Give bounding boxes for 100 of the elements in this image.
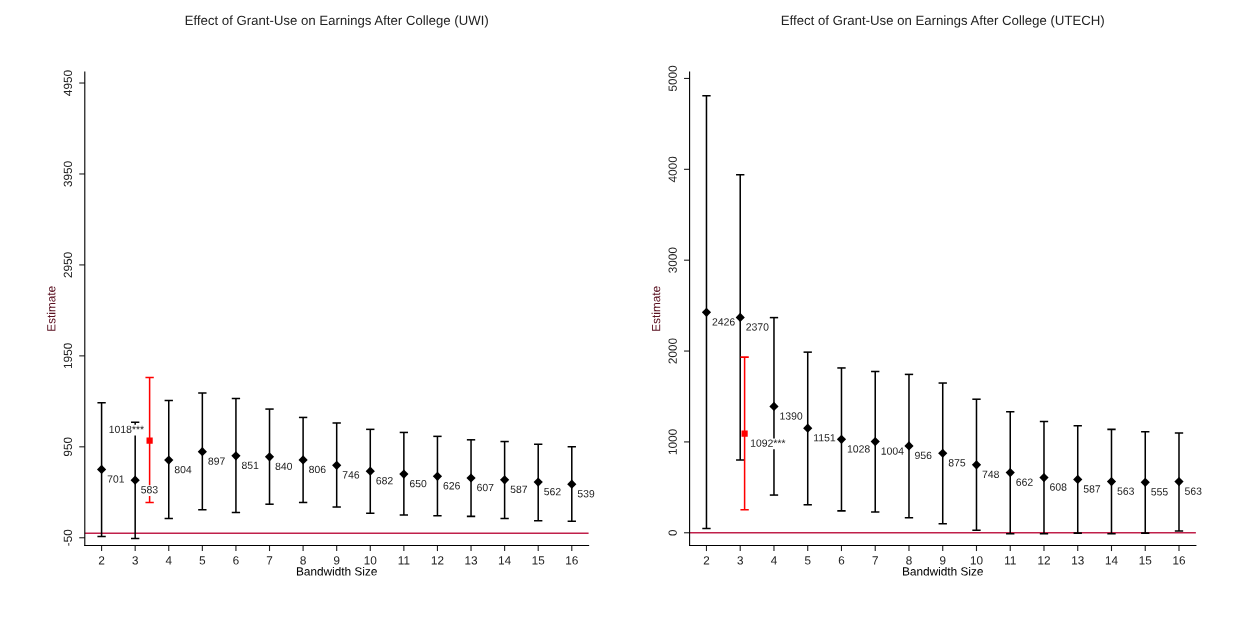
y-axis-title: Estimate [46, 286, 56, 331]
point [365, 466, 375, 476]
point [870, 436, 880, 447]
point [399, 469, 409, 479]
data-label: 746 [342, 471, 360, 479]
x-tick-label: 13 [1072, 556, 1084, 565]
point [1140, 477, 1150, 487]
point [146, 437, 153, 444]
point [298, 455, 308, 465]
point [231, 451, 241, 461]
y-tick-label: 1950 [63, 343, 73, 369]
x-tick-label: 15 [1139, 556, 1152, 565]
point [1174, 477, 1184, 487]
point [1073, 474, 1083, 485]
data-label: 840 [275, 462, 293, 471]
data-label: 806 [309, 465, 326, 474]
data-label: 583 [141, 486, 158, 494]
data-label: 608 [1050, 483, 1067, 491]
x-tick-label: 10 [364, 556, 377, 565]
data-label: 563 [1117, 487, 1134, 495]
point [701, 307, 712, 317]
point [264, 452, 275, 462]
point [466, 473, 476, 483]
x-tick-label: 4 [165, 556, 172, 565]
data-label: 539 [577, 490, 595, 498]
y-tick-label: 2000 [668, 338, 677, 364]
data-label: 2370 [746, 323, 769, 331]
x-tick-label: 8 [906, 556, 912, 565]
data-label: 562 [544, 487, 561, 496]
data-label: 1151 [814, 434, 836, 442]
x-tick-label: 6 [838, 556, 845, 565]
x-tick-label: 11 [1005, 556, 1016, 565]
data-label: 587 [1083, 485, 1101, 493]
y-tick-label: -50 [63, 529, 73, 546]
y-tick-label: 4000 [668, 156, 677, 183]
point [197, 447, 207, 457]
data-label: 956 [915, 451, 932, 460]
y-tick-label: 0 [668, 529, 677, 536]
y-tick-label: 5000 [668, 65, 677, 92]
x-tick-label: 14 [498, 556, 511, 565]
point [904, 441, 914, 451]
point [332, 460, 342, 470]
point [533, 477, 543, 487]
point [769, 401, 779, 412]
data-label: 682 [376, 477, 393, 485]
data-label: 626 [443, 482, 460, 490]
chart-title: Effect of Grant-Use on Earnings After College (UWI) [185, 15, 488, 28]
x-tick-label: 10 [970, 556, 983, 565]
x-tick-label: 14 [1105, 556, 1118, 565]
x-axis-title: Bandwidth Size [296, 566, 377, 576]
x-tick-label: 7 [266, 556, 273, 565]
point [567, 479, 577, 489]
data-label: 1028 [847, 445, 870, 453]
data-label: 748 [982, 470, 999, 479]
chart-title: Effect of Grant-Use on Earnings After College (UTECH) [781, 15, 1104, 28]
data-label: 607 [477, 483, 494, 492]
data-label: 897 [208, 457, 225, 465]
x-tick-label: 12 [431, 556, 444, 565]
point [96, 464, 107, 475]
data-label: 650 [409, 479, 427, 488]
data-label: 587 [510, 485, 528, 494]
y-tick-label: 1000 [668, 429, 677, 455]
x-tick-label: 13 [465, 556, 478, 565]
y-tick-label: 3000 [668, 247, 677, 273]
point [803, 423, 813, 433]
x-tick-label: 5 [804, 556, 811, 565]
x-tick-label: 4 [770, 556, 777, 565]
point [1005, 468, 1015, 478]
x-tick-label: 3 [132, 556, 138, 565]
point [836, 434, 847, 444]
point [1039, 472, 1049, 483]
y-axis-title: Estimate [651, 286, 661, 331]
x-tick-label: 16 [1173, 556, 1186, 565]
x-tick-label: 2 [703, 556, 710, 565]
annotation: 1018*** [109, 425, 144, 434]
x-tick-label: 2 [98, 556, 105, 565]
x-tick-label: 15 [532, 556, 545, 565]
data-label: 1092*** [750, 439, 786, 447]
data-label: 875 [948, 459, 966, 467]
point [432, 471, 443, 481]
x-axis-title: Bandwidth Size [903, 566, 983, 576]
x-tick-label: 6 [233, 556, 239, 565]
data-label: 1004 [881, 447, 904, 455]
data-label: 555 [1151, 488, 1168, 496]
y-tick-label: 950 [63, 437, 73, 457]
x-tick-label: 8 [300, 556, 306, 565]
x-tick-label: 16 [566, 556, 578, 565]
y-tick-label: 3950 [63, 161, 73, 187]
point [500, 475, 510, 485]
data-label: 662 [1016, 478, 1033, 486]
data-label: 851 [241, 461, 259, 470]
x-tick-label: 3 [737, 556, 743, 565]
y-tick-label: 4950 [63, 70, 73, 96]
x-tick-label: 9 [940, 556, 946, 565]
point [735, 312, 745, 323]
point [130, 475, 140, 485]
data-label: 563 [1184, 487, 1202, 495]
x-tick-label: 9 [333, 556, 340, 565]
x-tick-label: 7 [872, 556, 878, 565]
data-label: 2426 [712, 318, 735, 326]
